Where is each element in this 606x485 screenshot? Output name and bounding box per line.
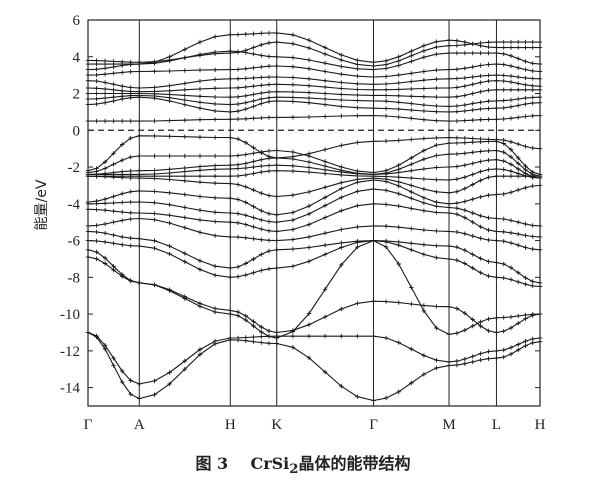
band-line-23 — [87, 63, 541, 78]
band-line-13 — [88, 159, 541, 179]
x-tick-label: Γ — [84, 417, 93, 433]
band-structure-chart: 6 4 2 0 -2 -4 -6 -8 -10 -12 -14 Γ A H K Γ M L H 能量/eV — [34, 13, 546, 433]
band-line-4 — [87, 249, 541, 334]
y-tick-label: -2 — [68, 160, 81, 176]
band-line-2 — [87, 332, 541, 402]
y-tick-label: 0 — [73, 123, 81, 139]
caption-formula-subscript: 2 — [289, 461, 299, 478]
plot-frame — [87, 19, 541, 407]
band-line-16 — [87, 135, 541, 172]
band-markers-17 — [85, 113, 543, 124]
plot-area: 6 4 2 0 -2 -4 -6 -8 -10 -12 -14 Γ A H K Γ M L H — [60, 13, 546, 433]
band-line-5 — [87, 240, 541, 288]
x-tick-label: A — [134, 417, 145, 433]
band-markers-2 — [85, 330, 543, 403]
band-markers-5 — [85, 238, 543, 289]
band-markers-22 — [85, 72, 543, 91]
y-tick-label: -12 — [60, 344, 80, 360]
y-tick-label: -8 — [68, 270, 81, 286]
caption-formula: CrSi — [250, 454, 290, 473]
band-line-7 — [87, 217, 541, 251]
band-line-25 — [88, 32, 540, 65]
band-line-3 — [87, 239, 541, 339]
band-markers-16 — [85, 133, 543, 173]
y-tick-label: -4 — [68, 197, 81, 213]
x-tick-label: H — [225, 417, 236, 433]
y-tick-label: -14 — [60, 381, 80, 397]
x-tick-label: K — [271, 417, 282, 433]
band-markers-1 — [85, 330, 543, 387]
y-tick-label: 6 — [73, 13, 81, 29]
band-markers-4 — [85, 247, 543, 335]
band-line-21 — [87, 80, 541, 93]
band-line-1 — [87, 331, 541, 385]
caption-description: 晶体的能带结构 — [298, 454, 411, 473]
x-tick-label: M — [442, 417, 455, 433]
y-tick-label: 2 — [73, 87, 81, 103]
y-tick-label: 4 — [73, 50, 81, 66]
band-markers-6 — [85, 229, 543, 285]
band-line-11 — [87, 175, 540, 198]
y-tick-label: -10 — [60, 307, 80, 323]
y-axis-label: 能量/eV — [34, 179, 50, 230]
y-tick-label: -6 — [68, 234, 81, 250]
x-tick-label: L — [492, 417, 501, 433]
x-tick-label: H — [535, 417, 546, 433]
x-tick-label: Γ — [369, 417, 378, 433]
band-line-19 — [87, 94, 541, 107]
caption-figure-label: 图 3 — [195, 454, 229, 473]
band-line-15 — [87, 140, 541, 175]
band-line-6 — [87, 230, 541, 284]
figure-caption: 图 3 CrSi2晶体的能带结构 — [0, 450, 606, 477]
